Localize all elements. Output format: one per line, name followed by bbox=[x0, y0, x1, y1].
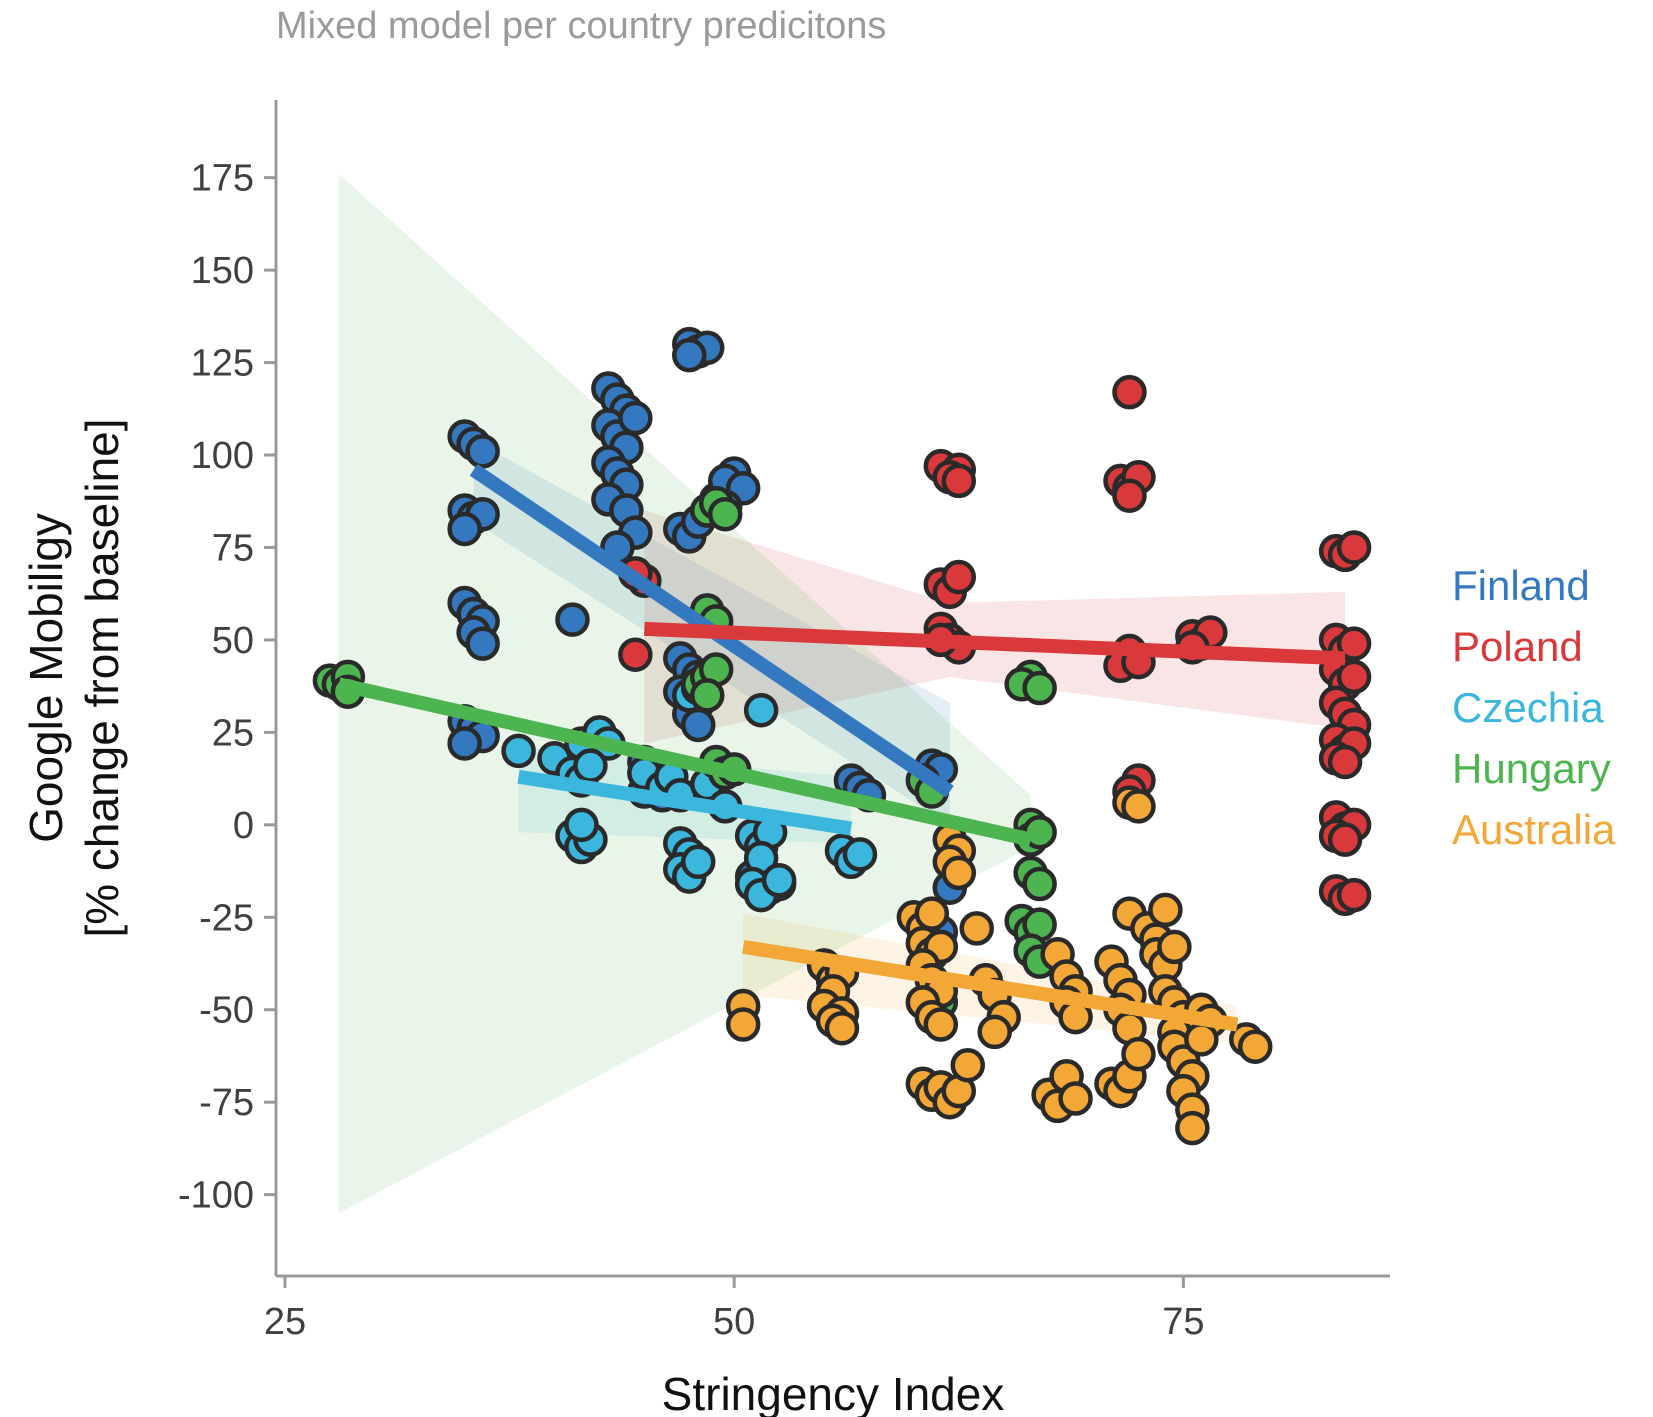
y-tick-label: -100 bbox=[178, 1175, 254, 1217]
x-tick-label: 75 bbox=[1162, 1301, 1204, 1343]
point-australia bbox=[959, 911, 994, 946]
point-australia bbox=[941, 855, 977, 891]
legend-label-czechia: Czechia bbox=[1452, 684, 1604, 731]
y-tick-label: 125 bbox=[191, 343, 254, 385]
point-australia bbox=[950, 1047, 986, 1083]
point-hungary bbox=[1022, 866, 1057, 902]
fit-lines bbox=[337, 464, 1346, 1032]
point-australia bbox=[1121, 789, 1156, 824]
point-poland bbox=[1336, 877, 1372, 913]
point-australia bbox=[1175, 1110, 1210, 1146]
point-poland bbox=[1327, 822, 1363, 857]
ci-band-poland bbox=[644, 510, 1346, 744]
x-axis-title: Stringency Index bbox=[662, 1368, 1005, 1417]
fit-line-czechia bbox=[517, 769, 853, 836]
legend-label-australia: Australia bbox=[1452, 806, 1616, 853]
chart-subtitle: Mixed model per country predicitons bbox=[276, 5, 886, 47]
point-finland bbox=[680, 707, 716, 743]
y-tick-label: -50 bbox=[199, 990, 254, 1032]
point-czechia bbox=[564, 807, 599, 843]
x-ticks: 25 50 75 bbox=[264, 1276, 1205, 1343]
y-tick-label: 150 bbox=[191, 250, 254, 292]
point-poland bbox=[1112, 478, 1147, 513]
point-czechia bbox=[680, 844, 716, 880]
y-axis-title-line2: [% change from baseline] bbox=[76, 418, 128, 937]
data-points bbox=[312, 326, 1372, 1146]
point-australia bbox=[977, 1014, 1012, 1050]
point-czechia bbox=[573, 748, 608, 783]
legend-label-hungary: Hungary bbox=[1452, 745, 1611, 792]
point-poland bbox=[941, 463, 977, 499]
y-tick-label: 100 bbox=[191, 435, 254, 477]
point-poland bbox=[618, 637, 653, 672]
fit-line-poland bbox=[644, 621, 1346, 666]
fit-line-australia bbox=[742, 939, 1239, 1032]
point-australia bbox=[1184, 1022, 1219, 1057]
y-tick-label: 75 bbox=[212, 527, 254, 569]
point-australia bbox=[725, 1007, 761, 1042]
point-australia bbox=[1157, 929, 1192, 965]
point-finland bbox=[447, 511, 482, 547]
point-finland bbox=[465, 626, 500, 661]
y-ticks: 175 150 125 100 75 50 25 0 -25 -50 -75 -100 bbox=[178, 158, 276, 1217]
point-australia bbox=[923, 1007, 959, 1042]
point-poland bbox=[1336, 626, 1372, 661]
point-australia bbox=[1121, 1036, 1156, 1072]
point-czechia bbox=[743, 692, 779, 728]
y-tick-label: 0 bbox=[233, 805, 254, 847]
point-australia bbox=[1058, 1081, 1093, 1116]
y-tick-label: -25 bbox=[199, 897, 254, 939]
point-poland bbox=[941, 559, 977, 595]
point-australia bbox=[1148, 892, 1183, 928]
y-tick-label: 50 bbox=[212, 620, 254, 662]
legend: Finland Poland Czechia Hungary Australia bbox=[1452, 562, 1616, 853]
point-poland bbox=[1327, 744, 1363, 780]
point-australia bbox=[824, 1010, 860, 1046]
point-finland bbox=[672, 337, 707, 373]
point-finland bbox=[465, 434, 500, 469]
y-tick-label: 25 bbox=[212, 712, 254, 754]
point-australia bbox=[914, 896, 950, 931]
legend-label-poland: Poland bbox=[1452, 623, 1583, 670]
point-czechia bbox=[761, 863, 797, 898]
x-tick-label: 50 bbox=[713, 1301, 755, 1343]
point-hungary bbox=[689, 678, 725, 713]
point-australia bbox=[1237, 1029, 1273, 1064]
point-poland bbox=[1112, 374, 1147, 410]
point-finland bbox=[618, 400, 653, 436]
point-poland bbox=[1336, 659, 1372, 695]
y-axis-title-line1: Google Mobiligy bbox=[20, 513, 72, 843]
point-finland bbox=[447, 726, 482, 761]
legend-label-finland: Finland bbox=[1452, 562, 1590, 609]
point-czechia bbox=[842, 837, 878, 872]
x-tick-label: 25 bbox=[264, 1301, 306, 1343]
y-tick-label: 175 bbox=[191, 158, 254, 200]
fit-line-hungary bbox=[337, 677, 1033, 847]
point-hungary bbox=[707, 496, 743, 532]
point-finland bbox=[555, 602, 590, 637]
point-hungary bbox=[1022, 670, 1057, 706]
y-tick-label: -75 bbox=[199, 1082, 254, 1124]
point-poland bbox=[1336, 530, 1372, 565]
point-czechia bbox=[501, 733, 536, 769]
